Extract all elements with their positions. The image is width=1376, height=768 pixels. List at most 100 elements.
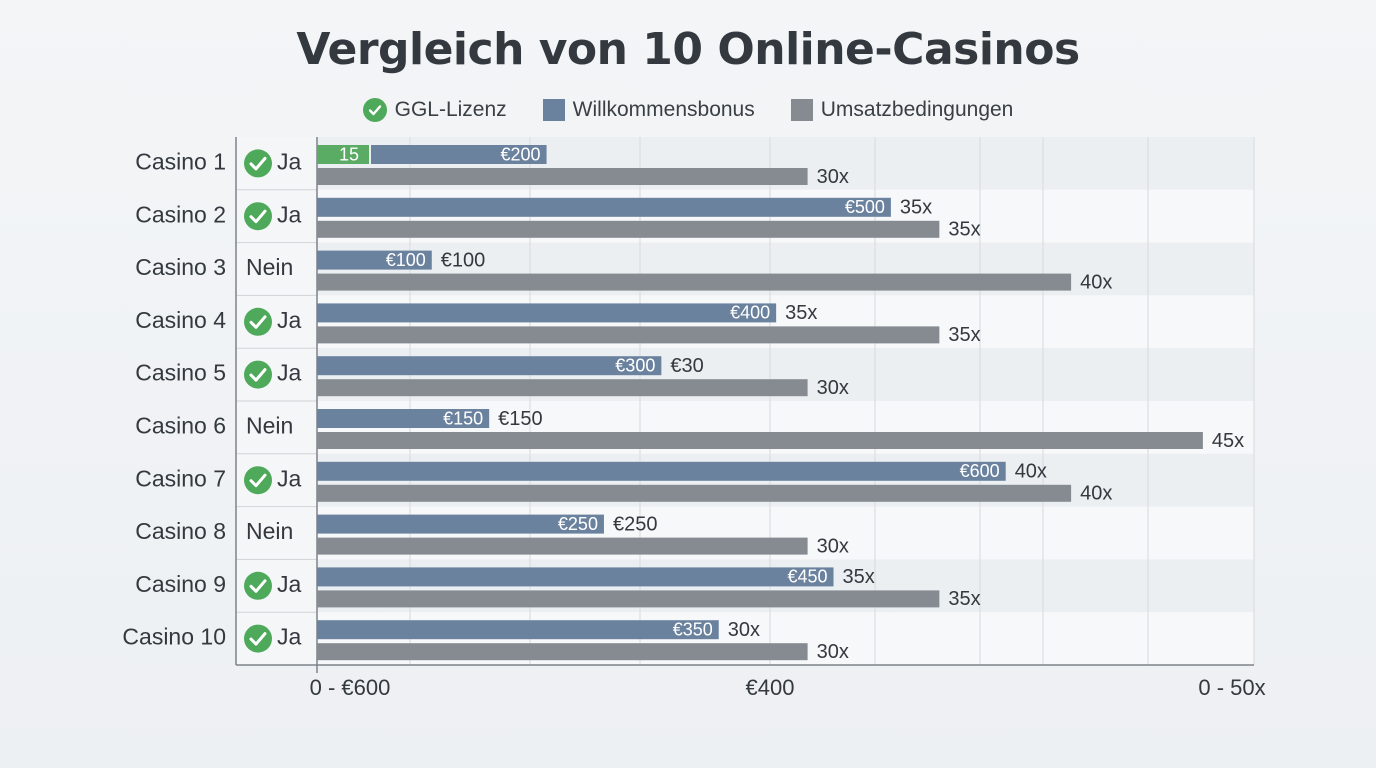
- license-value: Nein: [246, 254, 293, 280]
- license-value: Ja: [277, 201, 302, 227]
- check-circle-icon: [244, 624, 272, 653]
- license-segment-bar: [317, 145, 369, 164]
- wagering-bar-label: 30x: [817, 535, 849, 557]
- wagering-bar: [317, 326, 940, 344]
- legend-swatch-wagering: [790, 99, 813, 121]
- wagering-bar: [317, 273, 1072, 291]
- check-circle-icon: [244, 202, 272, 231]
- check-circle-icon: [244, 571, 272, 600]
- category-label: Casino 8: [135, 518, 226, 544]
- category-label: Casino 1: [135, 148, 226, 174]
- legend-label-wagering: Umsatzbedingungen: [820, 98, 1014, 121]
- bonus-side-label: 35x: [843, 566, 875, 588]
- wagering-bar-label: 40x: [1080, 483, 1112, 505]
- category-label: Casino 9: [135, 571, 226, 597]
- wagering-bar-label: 40x: [1080, 271, 1112, 293]
- bonus-side-label: €30: [670, 355, 703, 377]
- legend-label-bonus: Willkommensbonus: [572, 98, 755, 121]
- bonus-side-label: 30x: [728, 619, 760, 641]
- bonus-bar: [317, 356, 662, 376]
- x-tick-label: 0 - 50x: [1198, 675, 1265, 700]
- category-label: Casino 2: [135, 201, 226, 227]
- bonus-side-label: €100: [441, 249, 486, 271]
- legend-item-wagering: Umsatzbedingungen: [790, 98, 1014, 122]
- check-mark-icon: [249, 473, 267, 488]
- wagering-bar-label: 30x: [817, 641, 849, 663]
- bonus-bar: [317, 197, 891, 217]
- bonus-bar: [317, 409, 490, 428]
- wagering-bar-label: 35x: [948, 588, 980, 610]
- x-tick-label: €400: [746, 675, 795, 700]
- bonus-side-label: €150: [498, 408, 542, 430]
- bonus-bar-label: €150: [443, 408, 483, 428]
- license-value: Ja: [277, 465, 302, 491]
- bonus-bar: [317, 620, 719, 640]
- bonus-bar: [317, 303, 777, 323]
- license-value: Ja: [277, 624, 302, 650]
- bonus-bar: [371, 145, 547, 164]
- check-mark-icon: [249, 368, 267, 382]
- chart-title: Vergleich von 10 Online-Casinos: [296, 24, 1080, 75]
- legend-item-bonus: Willkommensbonus: [542, 98, 755, 122]
- wagering-bar-label: 35x: [948, 324, 980, 346]
- wagering-bar: [317, 590, 940, 608]
- bonus-bar-label: €200: [501, 144, 541, 164]
- bonus-bar-label: €350: [673, 619, 713, 639]
- bonus-side-label: 35x: [785, 302, 817, 324]
- bonus-bar-label: €100: [386, 250, 426, 270]
- check-circle-icon: [244, 307, 272, 336]
- check-mark-icon: [249, 579, 267, 593]
- legend-swatch-bonus: [542, 99, 565, 121]
- bonus-bar: [317, 461, 1006, 481]
- legend-item-license: GGL-Lizenz: [362, 98, 507, 122]
- check-mark-icon: [249, 156, 267, 171]
- wagering-bar: [317, 432, 1203, 449]
- legend: GGL-Lizenz Willkommensbonus Umsatzbeding…: [0, 98, 1376, 122]
- license-value: Nein: [246, 518, 293, 544]
- wagering-bar: [317, 537, 808, 555]
- check-circle-icon: [244, 149, 272, 178]
- bonus-bar-label: €450: [787, 567, 827, 587]
- x-tick-label: 0 - €600: [310, 675, 391, 700]
- wagering-bar: [317, 484, 1072, 502]
- wagering-bar: [317, 220, 940, 238]
- category-label: Casino 6: [135, 412, 226, 438]
- check-circle-icon: [244, 360, 272, 389]
- category-label: Casino 4: [135, 307, 226, 333]
- wagering-bar-label: 35x: [948, 219, 980, 241]
- wagering-bar: [317, 168, 808, 185]
- legend-label-license: GGL-Lizenz: [394, 98, 507, 121]
- category-label: Casino 5: [135, 360, 226, 386]
- wagering-bar-label: 45x: [1212, 430, 1244, 452]
- wagering-bar-label: 30x: [817, 166, 849, 188]
- wagering-bar: [317, 643, 808, 661]
- bonus-bar-label: €500: [845, 197, 885, 217]
- bonus-bar-label: €300: [615, 355, 655, 375]
- bonus-bar: [317, 514, 604, 534]
- check-mark-icon: [249, 315, 267, 329]
- bonus-side-label: €250: [613, 513, 658, 535]
- check-circle-icon: [362, 98, 387, 122]
- license-value: Ja: [277, 148, 302, 174]
- check-circle-icon: [244, 466, 272, 495]
- bonus-side-label: 40x: [1015, 461, 1047, 483]
- bonus-bar-label: €600: [960, 461, 1000, 481]
- license-value: Nein: [246, 412, 293, 438]
- category-label: Casino 10: [122, 624, 226, 650]
- category-label: Casino 7: [135, 465, 226, 491]
- bonus-bar-label: €250: [558, 514, 598, 534]
- check-mark-icon: [249, 209, 267, 224]
- wagering-bar: [317, 379, 808, 397]
- category-label: Casino 3: [135, 254, 226, 280]
- bonus-bar-label: €400: [730, 303, 770, 323]
- bonus-bar: [317, 250, 432, 270]
- bonus-side-label: 35x: [900, 197, 932, 219]
- bonus-bar: [317, 567, 834, 587]
- segment-label: 15: [339, 144, 359, 164]
- wagering-bar-label: 30x: [817, 377, 849, 399]
- license-value: Ja: [277, 307, 302, 333]
- license-value: Ja: [277, 571, 302, 597]
- license-value: Ja: [277, 360, 302, 386]
- check-mark-icon: [249, 632, 267, 646]
